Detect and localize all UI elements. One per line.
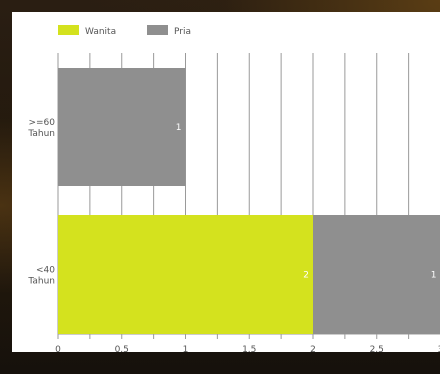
legend-label-wanita: Wanita: [85, 27, 116, 37]
legend-swatch-pria: [147, 25, 168, 35]
x-tick-label: 1.5: [242, 345, 256, 352]
bar-data-label: 1: [431, 271, 437, 281]
x-tick-label: 2: [310, 345, 316, 352]
y-tick-label: Tahun: [27, 277, 55, 287]
y-tick-label: <40: [36, 266, 55, 276]
bar-data-label: 1: [176, 123, 182, 133]
bar-pria: [313, 215, 440, 334]
x-tick-label: 1: [183, 345, 189, 352]
x-tick-label: 3: [438, 345, 440, 352]
y-tick-label: Tahun: [27, 129, 55, 139]
stacked-bar-chart: 1>=60Tahun21<40Tahun00.511.522.53WanitaP…: [27, 25, 440, 352]
x-tick-label: 2.5: [370, 345, 384, 352]
bar-pria: [58, 68, 186, 186]
chart-card: 1>=60Tahun21<40Tahun00.511.522.53WanitaP…: [12, 12, 440, 352]
x-tick-label: 0: [55, 345, 61, 352]
bar-data-label: 2: [303, 271, 309, 281]
bar-wanita: [58, 215, 313, 334]
legend-label-pria: Pria: [174, 27, 191, 37]
x-tick-label: 0.5: [115, 345, 129, 352]
y-tick-label: >=60: [28, 118, 55, 128]
legend-swatch-wanita: [58, 25, 79, 35]
